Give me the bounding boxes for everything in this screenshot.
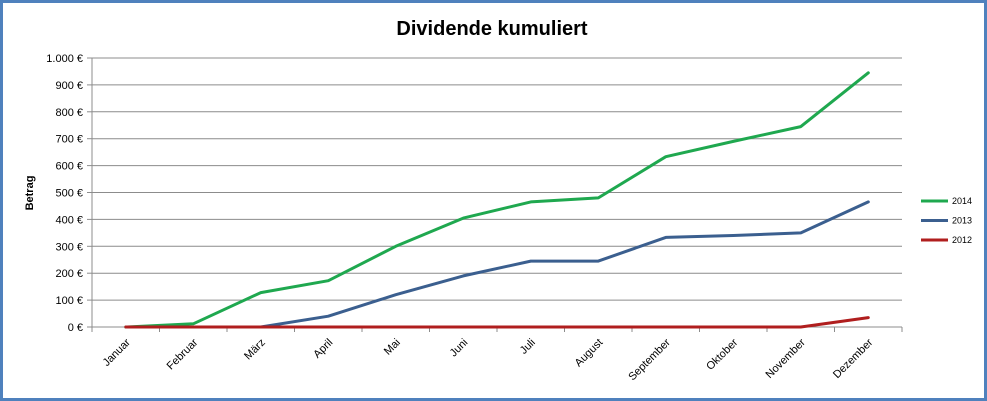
chart-title: Dividende kumuliert [396, 18, 587, 40]
x-tick-label: Januar [101, 336, 134, 369]
x-tick-label: August [573, 337, 606, 370]
series-lines [124, 71, 870, 329]
y-tick-label: 600 € [55, 161, 83, 173]
x-tick-label: April [311, 337, 335, 361]
y-tick-label: 500 € [55, 188, 83, 200]
x-tick-label: Dezember [831, 336, 876, 381]
x-tick-label: September [626, 336, 673, 383]
legend-label-2012: 2012 [952, 235, 972, 245]
x-tick-label: Oktober [704, 336, 740, 372]
y-tick-label: 300 € [55, 241, 83, 253]
y-tick-label: 900 € [55, 80, 83, 92]
legend: 2014 2013 2012 [921, 196, 972, 245]
axes [91, 58, 903, 332]
gridlines [87, 57, 902, 328]
y-axis-label: Betrag [24, 176, 36, 211]
x-tick-label: März [242, 337, 268, 363]
legend-label-2014: 2014 [952, 196, 972, 206]
series-line-2013 [259, 200, 870, 329]
y-tick-label: 400 € [55, 214, 83, 226]
x-tick-labels: Januar Februar März April Mai Juni Juli August S… [101, 336, 876, 383]
y-tick-label: 0 € [68, 322, 83, 334]
y-tick-label: 800 € [55, 107, 83, 119]
x-tick-label: Mai [382, 337, 403, 358]
x-tick-label: November [764, 336, 809, 381]
y-tick-label: 700 € [55, 134, 83, 146]
y-tick-label: 1.000 € [46, 53, 83, 65]
series-line-2012 [124, 316, 870, 329]
y-tick-label: 200 € [55, 268, 83, 280]
y-tick-label: 100 € [55, 295, 83, 307]
legend-label-2013: 2013 [952, 216, 972, 226]
x-tick-label: Juli [518, 337, 538, 357]
x-tick-label: Juni [448, 337, 471, 360]
series-line-2014 [124, 71, 870, 329]
x-tick-label: Februar [165, 336, 201, 372]
y-tick-labels: 0 € 100 € 200 € 300 € 400 € 500 € 600 € 700 € 80… [46, 53, 83, 334]
